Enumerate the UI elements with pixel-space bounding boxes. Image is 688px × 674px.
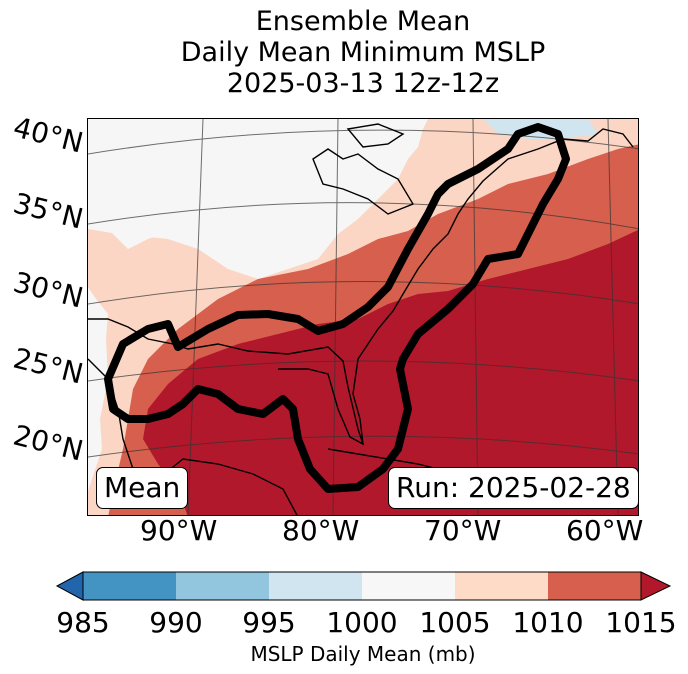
lat-label-25: 25°N [10,341,87,391]
colorbar-min-arrow [55,571,84,601]
lon-label-80w: 80°W [282,514,360,547]
pressure-band-above-1015 [143,229,638,515]
colorbar [55,571,672,601]
lon-label-70w: 70°W [424,514,502,547]
graticule [88,119,638,515]
title-block: Ensemble Mean Daily Mean Minimum MSLP 20… [0,6,688,99]
title-line-1: Ensemble Mean [255,6,471,37]
run-date-badge: Run: 2025-02-28 [388,467,639,509]
colorbar-tick-985: 985 [56,606,110,639]
minimum-mslp-contour [104,123,570,493]
lon-label-90w: 90°W [140,514,218,547]
pressure-band-1000-1005 [88,119,216,249]
colorbar-segment-985-990 [83,572,176,600]
colorbar-tick-1005: 1005 [419,606,491,639]
colorbar-tick-1000: 1000 [326,606,398,639]
lat-label-40: 40°N [10,110,87,160]
colorbar-outline [82,571,642,601]
map-panel [87,118,639,516]
colorbar-tick-1010: 1010 [512,606,584,639]
colorbar-segment-1010-1015 [548,572,641,600]
colorbar-tick-990: 990 [149,606,203,639]
lat-label-35: 35°N [10,186,87,236]
lon-label-60w: 60°W [566,514,644,547]
colorbar-tick-995: 995 [242,606,296,639]
lat-label-30: 30°N [10,265,87,315]
colorbar-segment-1005-1010 [455,572,548,600]
lat-label-20: 20°N [10,418,87,468]
title-line-3: 2025-03-13 12z-12z [226,68,500,99]
title-line-2: Daily Mean Minimum MSLP [180,37,546,68]
map-canvas [88,119,638,515]
colorbar-segment-1000-1005 [362,572,455,600]
colorbar-label: MSLP Daily Mean (mb) [250,642,476,666]
colorbar-segment-990-995 [176,572,269,600]
colorbar-tick-1015: 1015 [605,606,677,639]
colorbar-segment-995-1000 [269,572,362,600]
mean-badge: Mean [96,467,189,509]
colorbar-max-arrow [640,571,672,601]
